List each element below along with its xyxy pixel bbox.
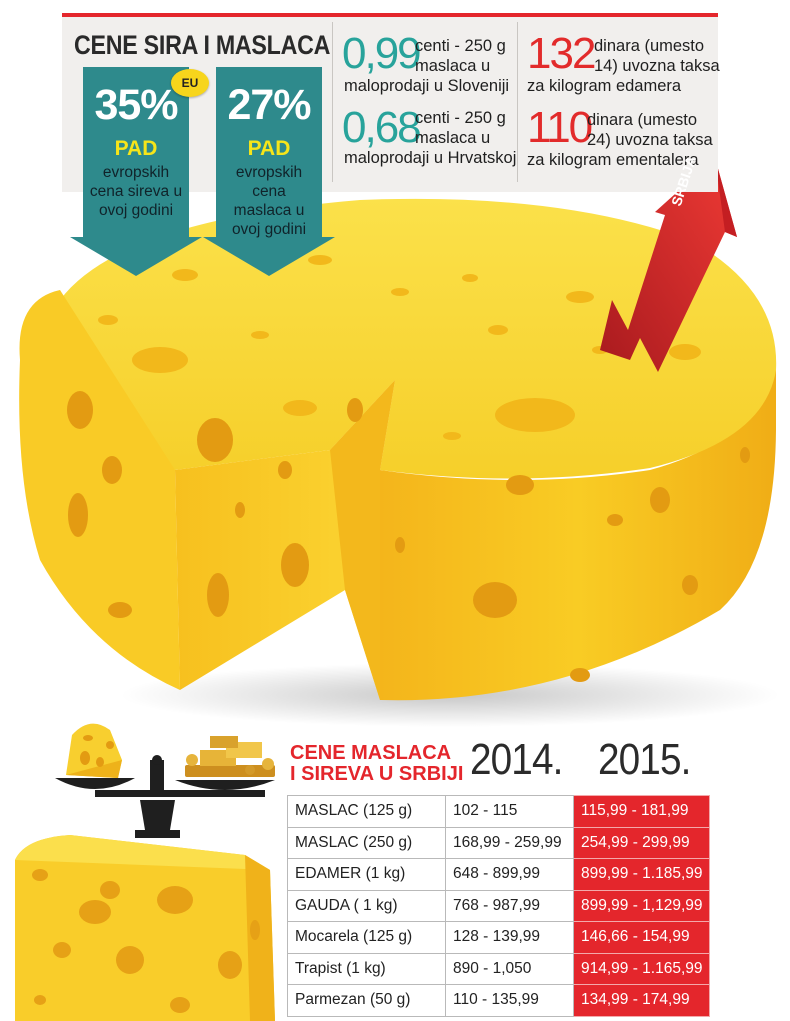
ementaler-tax-text: dinara (umesto 24) uvozna taksa	[587, 110, 713, 150]
table-title-line: CENE MASLACA	[290, 742, 452, 764]
price-table: MASLAC (125 g) 102 - 115 115,99 - 181,99 MA…	[287, 795, 710, 1017]
price-2015-cell: 134,99 - 174,99	[573, 984, 710, 1017]
edamer-text-line: 14) uvozna taksa	[594, 57, 720, 75]
butter-drop-percent: 27%	[227, 81, 311, 129]
product-cell: Parmezan (50 g)	[287, 984, 446, 1017]
slovenia-price-text: centi - 250 g maslaca u	[415, 36, 506, 76]
slovenia-text-line: centi - 250 g	[415, 37, 506, 55]
year-2015-header: 2015.	[598, 735, 691, 784]
ementaler-tax-value: 110	[527, 103, 593, 152]
price-2014-cell: 768 - 987,99	[445, 889, 574, 922]
croatia-price-text: centi - 250 g maslaca u	[415, 108, 506, 148]
divider-left	[332, 22, 333, 182]
price-2014-cell: 648 - 899,99	[445, 858, 574, 891]
price-2014-cell: 102 - 115	[445, 795, 574, 828]
table-row: Mocarela (125 g) 128 - 139,99 146,66 - 154…	[287, 921, 710, 954]
slovenia-text-line: maloprodaji u Sloveniji	[344, 77, 510, 95]
product-cell: MASLAC (125 g)	[287, 795, 446, 828]
price-2015-cell: 146,66 - 154,99	[573, 921, 710, 954]
product-cell: Mocarela (125 g)	[287, 921, 446, 954]
table-row: MASLAC (125 g) 102 - 115 115,99 - 181,99	[287, 795, 710, 828]
top-rule	[62, 13, 718, 17]
croatia-price-value: 0,68	[342, 103, 422, 152]
table-row: Trapist (1 kg) 890 - 1,050 914,99 - 1.165,…	[287, 952, 710, 985]
croatia-text-line: centi - 250 g	[415, 109, 506, 127]
price-2014-cell: 128 - 139,99	[445, 921, 574, 954]
table-row: Parmezan (50 g) 110 - 135,99 134,99 - 174,…	[287, 984, 710, 1017]
edamer-text-line: dinara (umesto	[594, 37, 705, 55]
table-row: MASLAC (250 g) 168,99 - 259,99 254,99 - 29…	[287, 826, 710, 859]
product-cell: Trapist (1 kg)	[287, 952, 446, 985]
year-2014-header: 2014.	[470, 735, 563, 784]
price-2015-cell: 115,99 - 181,99	[573, 795, 710, 828]
edamer-text-line: za kilogram edamera	[527, 77, 682, 95]
price-2015-cell: 899,99 - 1.185,99	[573, 858, 710, 891]
price-2014-cell: 110 - 135,99	[445, 984, 574, 1017]
croatia-text-line: maslaca u	[415, 129, 491, 147]
butter-drop-arrow: 27% PAD evropskih cena maslaca u ovoj go…	[203, 67, 335, 276]
eu-badge: EU	[171, 69, 209, 97]
table-title-line: I SIREVA U SRBIJI	[290, 763, 464, 785]
price-2015-cell: 914,99 - 1.165,99	[573, 952, 710, 985]
table-row: GAUDA ( 1 kg) 768 - 987,99 899,99 - 1,129,…	[287, 889, 710, 922]
croatia-text-line: maloprodaji u Hrvatskoj	[344, 149, 517, 167]
table-title: CENE MASLACA I SIREVA U SRBIJI	[290, 743, 463, 785]
down-arrow-icon	[70, 67, 202, 276]
price-2015-cell: 254,99 - 299,99	[573, 826, 710, 859]
page-title: CENE SIRA I MASLACA	[74, 30, 331, 60]
slovenia-price-value: 0,99	[342, 29, 422, 78]
cheese-drop-description: evropskih cena sireva u ovoj godini	[89, 164, 183, 219]
price-2014-cell: 168,99 - 259,99	[445, 826, 574, 859]
product-cell: GAUDA ( 1 kg)	[287, 889, 446, 922]
ementaler-text-line: za kilogram ementalera	[527, 151, 699, 169]
slovenia-text-line: maslaca u	[415, 57, 491, 75]
cheese-drop-label: PAD	[114, 137, 158, 160]
cheese-drop-percent: 35%	[94, 81, 178, 129]
balance-scale-icon	[55, 755, 275, 838]
edamer-tax-text: dinara (umesto 14) uvozna taksa	[594, 36, 720, 76]
down-arrow-icon	[203, 67, 335, 276]
butter-drop-description: evropskih cena maslaca u ovoj godini	[231, 164, 307, 238]
ementaler-text-line: dinara (umesto	[587, 111, 698, 129]
cheese-wedge-small	[66, 723, 122, 778]
cheese-wheel-illustration	[19, 198, 780, 727]
up-arrow-icon	[600, 158, 737, 372]
product-cell: EDAMER (1 kg)	[287, 858, 446, 891]
divider-right	[517, 22, 518, 182]
price-2014-cell: 890 - 1,050	[445, 952, 574, 985]
product-cell: MASLAC (250 g)	[287, 826, 446, 859]
gold-bars-icon	[185, 736, 275, 777]
butter-drop-label: PAD	[247, 137, 291, 160]
cheese-wedge-illustration	[15, 835, 275, 1021]
table-row: EDAMER (1 kg) 648 - 899,99 899,99 - 1.185,…	[287, 858, 710, 891]
cheese-drop-arrow: 35% PAD evropskih cena sireva u ovoj god…	[70, 67, 202, 276]
price-2015-cell: 899,99 - 1,129,99	[573, 889, 710, 922]
edamer-tax-value: 132	[527, 29, 596, 78]
ementaler-text-line: 24) uvozna taksa	[587, 131, 713, 149]
